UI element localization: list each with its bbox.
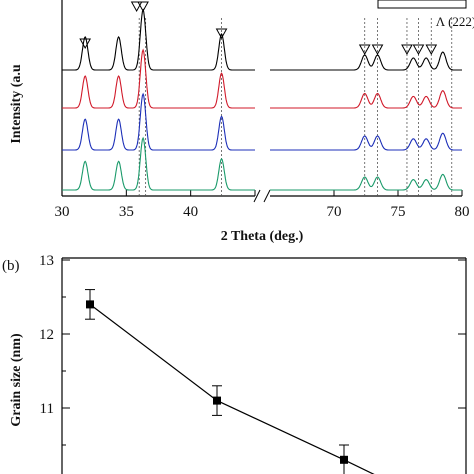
xrd-series-1 xyxy=(62,8,462,71)
grain-size-point-2 xyxy=(340,455,348,464)
triangle-marker-5 xyxy=(371,44,384,56)
grain-size-line xyxy=(89,303,375,474)
panel-b: (b) 11 12 13 Grain size (nm) xyxy=(2,253,467,474)
xrd-series-3 xyxy=(62,92,462,151)
xrd-series-4 xyxy=(62,136,462,191)
x-tick-label-30: 30 xyxy=(55,204,70,220)
x-tick-label-40: 40 xyxy=(183,204,198,220)
panel-a-x-axis-title: 2 Theta (deg.) xyxy=(221,229,304,244)
panel-a: 30 35 40 70 75 80 Λ (222) Intensity (a.u 2 Th… xyxy=(9,0,474,244)
triangle-marker-3 xyxy=(215,28,228,40)
annotation-222: Λ (222) xyxy=(436,14,474,29)
triangle-marker-7 xyxy=(412,44,425,56)
panel-b-y-axis-title: Grain size (nm) xyxy=(9,333,24,427)
triangle-marker-6 xyxy=(401,44,413,56)
grain-size-point-0 xyxy=(86,300,94,309)
triangle-marker-2 xyxy=(137,1,149,13)
panel-b-label: (b) xyxy=(2,258,20,274)
triangle-marker-8 xyxy=(425,44,438,56)
axis-break-marker xyxy=(253,189,271,203)
y-tick-label-11: 11 xyxy=(40,401,54,417)
legend-box-fragment xyxy=(377,0,467,9)
x-tick-label-35: 35 xyxy=(119,204,134,220)
y-tick-label-12: 12 xyxy=(39,327,54,343)
triangle-marker-1 xyxy=(130,1,143,13)
x-tick-label-80: 80 xyxy=(455,204,470,220)
x-tick-label-75: 75 xyxy=(391,204,406,220)
grain-size-point-1 xyxy=(213,396,221,405)
triangle-marker-0 xyxy=(79,38,92,50)
xrd-series-2 xyxy=(62,48,462,109)
panel-a-y-axis-title: Intensity (a.u xyxy=(9,64,24,144)
x-tick-label-70: 70 xyxy=(327,204,342,220)
y-tick-label-13: 13 xyxy=(39,253,54,269)
triangle-marker-4 xyxy=(358,44,371,56)
